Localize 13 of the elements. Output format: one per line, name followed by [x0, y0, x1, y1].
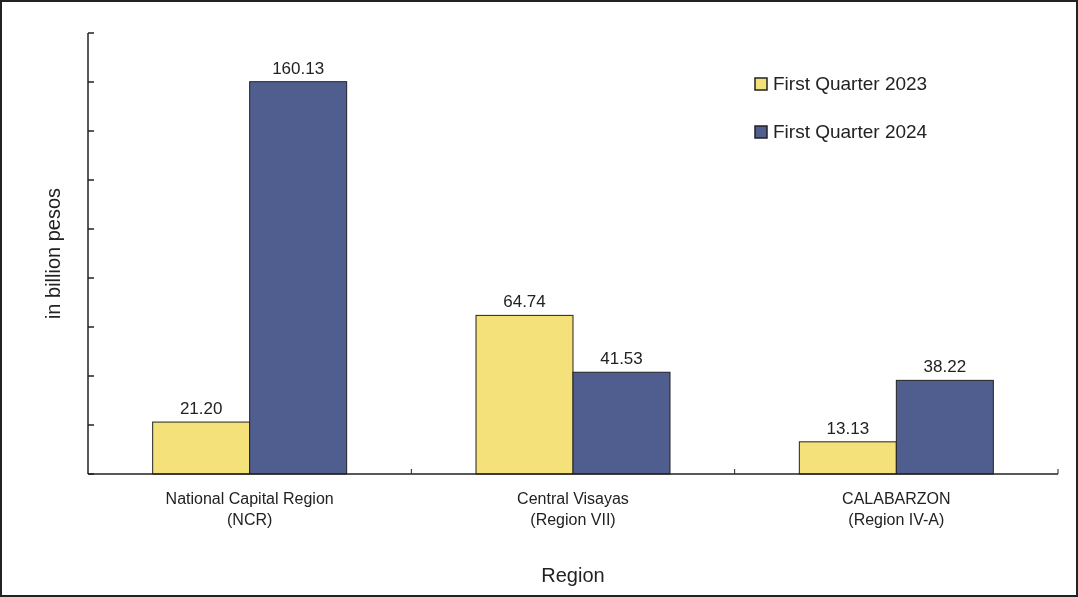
data-label: 38.22	[923, 357, 967, 377]
data-label: 64.74	[503, 292, 546, 312]
x-tick-label: CALABARZON (Region IV-A)	[842, 490, 951, 528]
data-label: 160.13	[272, 58, 325, 78]
data-label: 21.20	[179, 399, 223, 419]
legend-label: First Quarter 2023	[773, 73, 928, 94]
legend-label: First Quarter 2024	[773, 121, 928, 142]
data-label: 41.53	[600, 349, 643, 369]
data-label: 13.13	[826, 418, 870, 438]
x-tick-label: National Capital Region (NCR)	[165, 490, 334, 528]
x-axis-title: Region	[541, 564, 605, 586]
y-axis-title: in billion pesos	[42, 187, 64, 320]
x-tick-label: Central Visayas (Region VII)	[517, 490, 629, 528]
